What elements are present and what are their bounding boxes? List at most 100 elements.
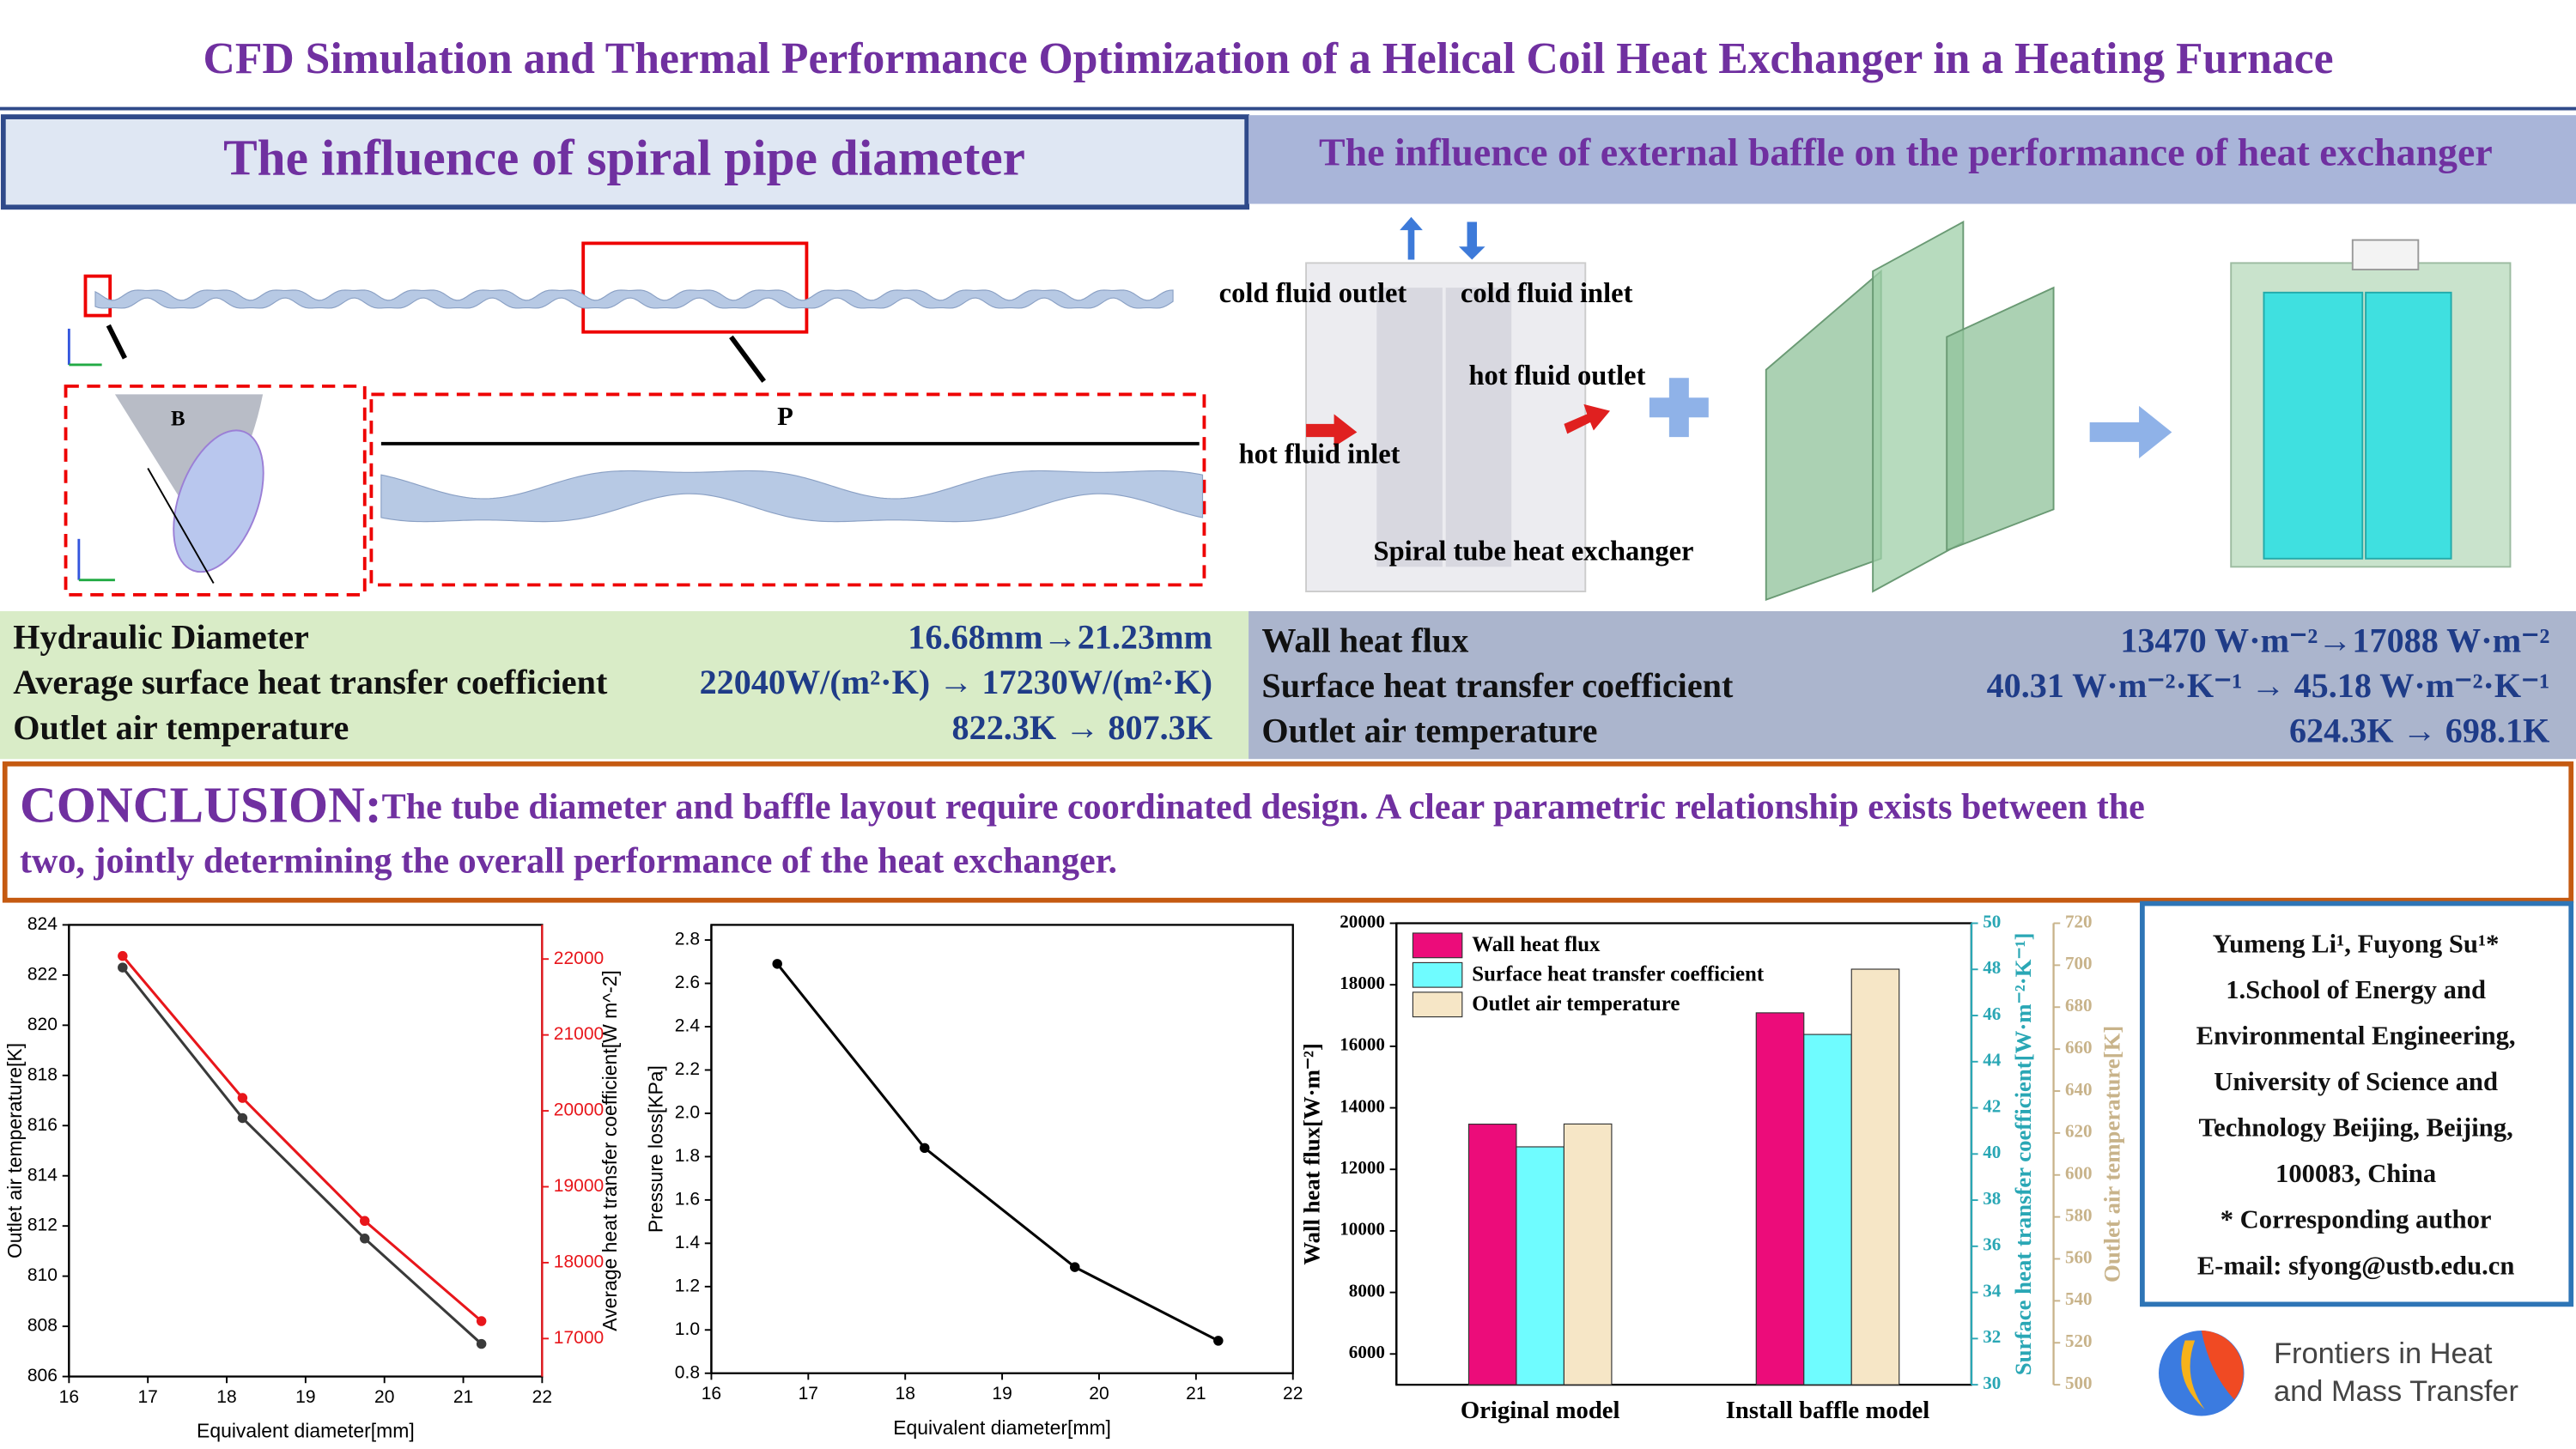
x-tick-label: 16: [702, 1384, 721, 1404]
author-line: Environmental Engineering,: [2196, 1021, 2516, 1050]
series-line: [121, 967, 483, 1345]
x-tick-label: Original model: [1461, 1397, 1620, 1424]
result-value: 13470 W·m⁻²→17088 W·m⁻²: [2120, 621, 2549, 659]
data-point: [1213, 1336, 1224, 1346]
y3-tick-label: 500: [2065, 1373, 2093, 1393]
left-results-box: [0, 610, 1249, 760]
x-tick-label: 22: [532, 1387, 552, 1407]
result-value: 822.3K → 807.3K: [952, 708, 1212, 747]
y2-tick-label: 42: [1983, 1095, 2001, 1116]
y3-tick-label: 680: [2065, 995, 2093, 1016]
journal-name: and Mass Transfer: [2274, 1375, 2518, 1408]
flow-arrow: [1400, 216, 1423, 260]
diagram-label: Spiral tube heat exchanger: [1373, 536, 1693, 567]
legend-swatch: [1412, 961, 1463, 988]
axes-icon: [67, 328, 115, 582]
diagram-label: hot fluid outlet: [1468, 361, 1645, 391]
x-tick-label: 19: [295, 1387, 315, 1407]
y2-tick-label: 30: [1983, 1373, 2001, 1393]
y-tick-label: 1.0: [675, 1319, 700, 1339]
result-label: Outlet air temperature: [1261, 712, 1597, 750]
y-tick-label: 1.4: [675, 1233, 701, 1252]
data-point: [360, 1234, 370, 1244]
logo-mark: [2201, 1330, 2244, 1400]
data-point: [118, 950, 128, 961]
y3-tick-label: 700: [2065, 953, 2093, 973]
y-tick-label: 814: [27, 1165, 58, 1185]
dimension-line: [147, 468, 215, 584]
y3-tick-label: 540: [2065, 1288, 2093, 1309]
y-tick-label: 2.6: [675, 973, 700, 992]
y-tick-label: 12000: [1340, 1157, 1385, 1178]
axis-title: Pressure loss[KPa]: [644, 1065, 666, 1233]
left-heading-box: [0, 114, 1250, 210]
conclusion-label: CONCLUSION:: [20, 776, 382, 833]
x-tick-label: 17: [799, 1384, 818, 1404]
conclusion-line: CONCLUSION:The tube diameter and baffle …: [20, 776, 2145, 833]
data-point: [237, 1113, 248, 1124]
exchanger-diagram: cold fluid outlet cold fluid inlet hot f…: [1219, 216, 2512, 601]
helical-tube-detail: [380, 470, 1204, 523]
flow-arrow: [1458, 221, 1485, 260]
result-value: 624.3K → 698.1K: [2289, 712, 2549, 750]
y3-tick-label: 620: [2065, 1121, 2093, 1142]
y-tick-label: 1.2: [675, 1276, 700, 1295]
left-heading: The influence of spiral pipe diameter: [223, 129, 1025, 185]
result-label: Wall heat flux: [1261, 621, 1468, 659]
y3-tick-label: 600: [2065, 1163, 2093, 1184]
y2-tick-label: 48: [1983, 957, 2001, 978]
x-tick-label: 18: [216, 1387, 236, 1407]
legend-swatch: [1412, 991, 1463, 1018]
flow-arrow: [1564, 403, 1610, 434]
poster-title: CFD Simulation and Thermal Performance O…: [204, 34, 2334, 83]
y2-tick-label: 40: [1983, 1142, 2001, 1162]
axis-title: Outlet air temperature[K]: [2099, 1026, 2125, 1282]
y-tick-label: 18000: [1340, 973, 1385, 993]
result-label: Hydraulic Diameter: [13, 618, 309, 657]
y-tick-label: 0.8: [675, 1362, 700, 1382]
legend-swatch: [1412, 932, 1463, 959]
x-tick-label: 21: [453, 1387, 473, 1407]
y-tick-label: 1.6: [675, 1189, 700, 1209]
author-line: Yumeng Li¹, Fuyong Su¹*: [2213, 929, 2500, 958]
dimension-label: B: [171, 408, 185, 431]
tube-diagram: B P: [64, 241, 1206, 597]
x-tick-label: Install baffle model: [1726, 1397, 1930, 1424]
helical-tube: [94, 289, 1174, 309]
journal-logo: Frontiers in Heat and Mass Transfer: [2159, 1330, 2518, 1416]
y3-tick-label: 580: [2065, 1204, 2093, 1225]
y-tick-label: 20000: [1340, 911, 1385, 931]
y-tick-label: 8000: [1349, 1280, 1385, 1300]
y-tick-label: 806: [27, 1366, 58, 1385]
y-tick-label: 816: [27, 1115, 58, 1135]
y2-tick-label: 38: [1983, 1188, 2001, 1209]
data-point: [476, 1316, 487, 1326]
tube-cone: [114, 394, 264, 526]
process-arrow: [2089, 405, 2172, 459]
detail-box: [369, 392, 1206, 587]
highlight-box: [83, 274, 112, 318]
dimension-label: P: [777, 402, 793, 431]
y-tick-label: 2.0: [675, 1103, 700, 1123]
pointer-arrow: [106, 324, 127, 360]
diagram-label: cold fluid inlet: [1461, 278, 1633, 309]
conclusion-text: The tube diameter and baffle layout requ…: [382, 786, 2145, 827]
tube-bundle: [1445, 288, 1512, 567]
y-tick-label: 2.4: [675, 1016, 701, 1036]
right-results-box: [1249, 610, 2576, 760]
flow-arrow: [1306, 414, 1358, 447]
data-point: [118, 962, 128, 973]
y2-tick-label: 22000: [554, 949, 604, 968]
journal-name: Frontiers in Heat: [2274, 1337, 2493, 1370]
tube-bundle: [1376, 288, 1443, 567]
data-point: [1070, 1262, 1080, 1272]
y2-tick-label: 32: [1983, 1326, 2001, 1347]
highlight-box: [581, 241, 809, 334]
y-tick-label: 2.2: [675, 1059, 700, 1079]
x-tick-label: 22: [1283, 1384, 1303, 1404]
bar: [1467, 1123, 1517, 1385]
y-tick-label: 2.8: [675, 930, 700, 949]
logo-mark: [2181, 1340, 2205, 1410]
y2-tick-label: 18000: [554, 1252, 604, 1271]
